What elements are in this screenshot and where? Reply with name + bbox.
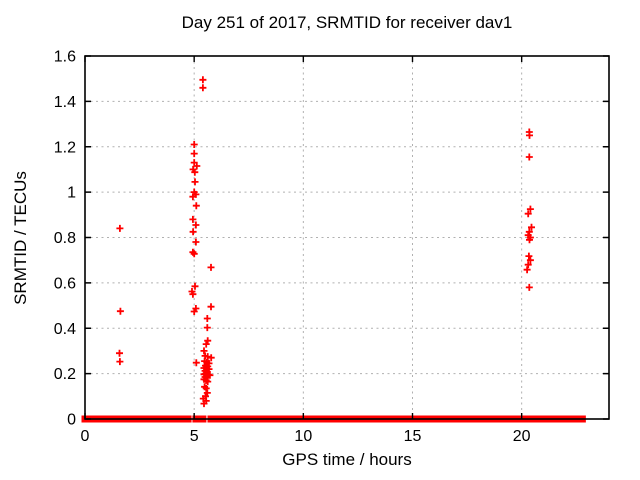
data-points: [116, 76, 535, 408]
chart-title: Day 251 of 2017, SRMTID for receiver dav…: [181, 13, 513, 32]
y-tick-label: 0: [67, 412, 76, 429]
x-tick-label: 0: [81, 428, 90, 445]
tick-marks: [84, 55, 609, 420]
y-tick-label: 0.6: [54, 275, 76, 292]
y-tick-label: 1.2: [54, 139, 76, 156]
grid-lines: [85, 56, 609, 419]
x-tick-label: 20: [513, 428, 531, 445]
y-tick-label: 0.4: [54, 321, 76, 338]
y-tick-label: 0.8: [54, 230, 76, 247]
y-tick-label: 0.2: [54, 366, 76, 383]
x-tick-label: 5: [190, 428, 199, 445]
y-tick-label: 1.4: [54, 94, 76, 111]
y-tick-label: 1.6: [54, 49, 76, 66]
x-axis-label: GPS time / hours: [282, 450, 412, 469]
x-tick-label: 15: [404, 428, 422, 445]
x-tick-label: 10: [294, 428, 312, 445]
y-tick-label: 1: [67, 185, 76, 202]
y-axis-label: SRMTID / TECUs: [11, 171, 30, 305]
